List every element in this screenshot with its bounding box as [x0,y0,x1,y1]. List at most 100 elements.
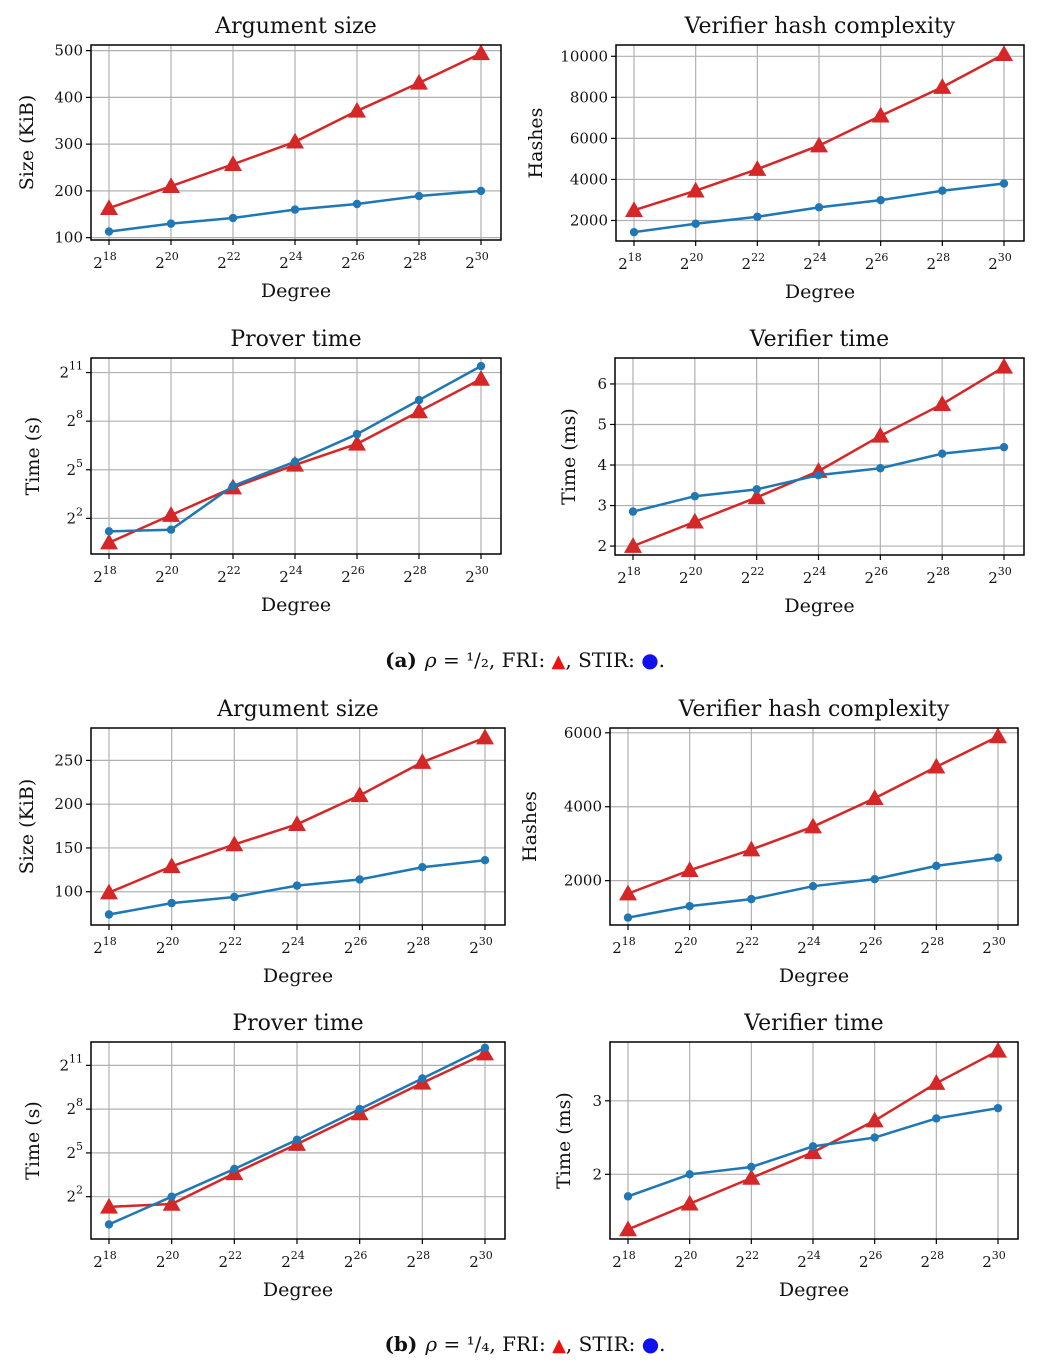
y-tick-label: 8000 [570,88,608,106]
stir-point [480,856,490,865]
stir-point [685,1170,694,1179]
axes-frame [90,44,502,241]
caption-mid: , STIR: [565,1332,642,1356]
x-tick-label: 224 [797,1249,821,1271]
fri-point [804,1143,822,1160]
chart-title: Argument size [214,14,376,39]
stir-point [167,1192,176,1201]
series-stir [104,186,486,236]
stir-point [230,1164,239,1174]
x-tick-label: 230 [982,935,1006,957]
fri-point [933,78,952,94]
stir-point [352,199,362,209]
chart-title: Verifier time [743,1011,883,1036]
caption-eq: = ¹/₂, FRI: [436,648,552,672]
y-tick-label: 2000 [570,211,608,229]
x-axis-label: Degree [785,281,855,303]
stir-point [623,913,633,922]
stir-point [418,863,427,872]
y-axis-label: Time (s) [22,417,44,496]
series-fri [619,1041,1007,1237]
fri-point [625,201,643,217]
y-tick-label: 150 [54,839,83,857]
grid [610,1042,1018,1239]
fri-point [742,1168,761,1185]
stir-point [104,227,114,236]
fri-point [410,402,428,419]
y-axis-label: Time (ms) [553,1092,575,1189]
x-tick-label: 228 [921,1249,945,1271]
y-axis-label: Time (s) [22,1101,44,1180]
y-axis-label: Hashes [525,108,547,179]
stir-point [292,881,302,890]
chart-title: Verifier hash complexity [678,697,950,722]
y-tick-label: 6 [597,375,607,393]
stir-point [414,191,424,201]
y-tick-label: 200 [54,795,83,813]
series-stir [623,1103,1003,1201]
stir-point [166,219,176,228]
y-tick-label: 6000 [564,724,602,742]
fri-point [871,426,890,443]
fri-point [865,1111,884,1128]
series-stir [104,1043,490,1229]
fri-point [989,1041,1007,1058]
series-stir [629,179,1009,237]
y-axis-label: Time (ms) [558,408,580,505]
stir-point [292,1135,302,1144]
x-tick-label: 220 [674,1249,698,1271]
fri-triangle-icon: ▲ [552,1335,566,1356]
chart-title: Argument size [216,697,378,722]
fri-point [348,101,366,118]
stir-point [629,227,639,237]
stir-point [685,901,694,911]
fri-point [100,1197,118,1214]
stir-point [932,861,941,871]
series-fri [100,44,490,215]
stir-point [938,186,947,195]
y-tick-label: 100 [54,883,83,901]
y-tick-label: 3 [597,497,607,515]
caption-eq: = ¹/₄, FRI: [437,1332,553,1356]
fri-point [747,488,766,505]
y-tick-label: 250 [54,751,83,769]
x-axis-label: Degree [784,595,854,617]
axes-frame [90,727,506,926]
series-fri [100,728,494,900]
stir-point [747,894,756,904]
fri-point [348,434,366,451]
stir-point [691,219,700,228]
y-tick-label: 4000 [570,170,608,188]
fri-point [225,835,244,852]
caption-end: . [659,1332,666,1356]
y-tick-label: 6000 [570,129,608,147]
fri-point [680,861,699,878]
stir-point [290,205,300,214]
axes-frame [614,357,1025,556]
y-tick-label: 2000 [564,872,602,890]
fri-point [685,512,704,529]
stir-point [355,875,364,884]
fri-point [995,357,1013,374]
stir-point [876,195,885,205]
fri-point [162,857,181,874]
fri-triangle-icon: ▲ [551,651,566,672]
fri-point [100,533,118,550]
fri-point [680,1194,699,1211]
axes-frame [615,44,1025,242]
fri-point [927,1074,946,1090]
fri-point [476,728,494,745]
fri-point [865,789,884,805]
fri-point [472,44,490,61]
stir-point [355,1104,364,1114]
fri-point [804,817,822,834]
stir-dot-icon: ● [641,648,659,672]
stir-point [418,1074,427,1083]
stir-point [480,1043,490,1053]
